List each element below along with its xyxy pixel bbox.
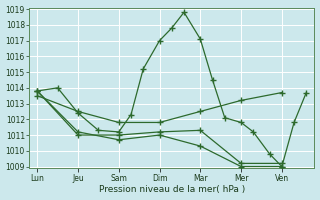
X-axis label: Pression niveau de la mer( hPa ): Pression niveau de la mer( hPa ) — [99, 185, 245, 194]
